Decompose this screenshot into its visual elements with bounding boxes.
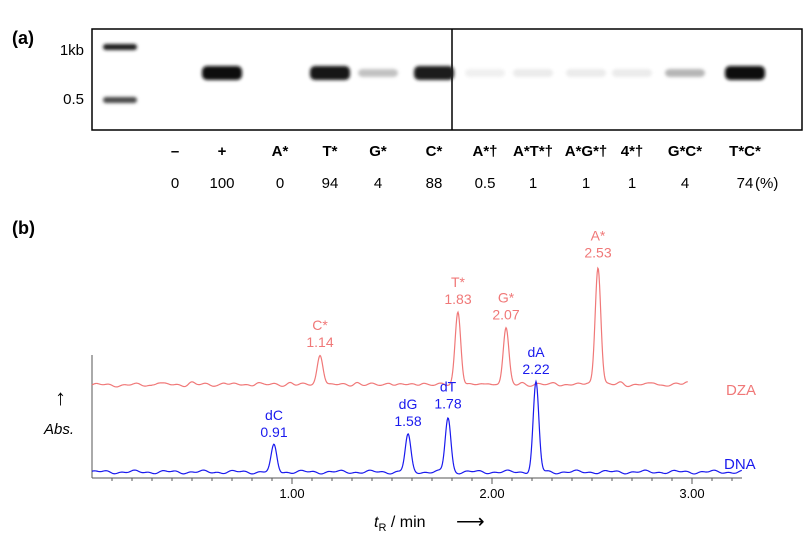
peak-name-label: T*: [451, 274, 466, 290]
lane-yield: 1: [581, 175, 591, 192]
peak-name-label: C*: [312, 317, 328, 333]
up-arrow-icon: ↑: [55, 385, 66, 410]
lane-label: T*C*: [729, 143, 761, 160]
peak-time-label: 1.58: [394, 413, 421, 429]
traces: [91, 266, 742, 475]
trace-dza: [91, 266, 688, 388]
peak-name-label: A*: [591, 228, 606, 244]
panel-b-label: (b): [12, 218, 35, 238]
peak-name-label: dA: [527, 344, 545, 360]
lane-labels: – + A* T* G* C* A*† A*T*† A*G*† 4*† G*C* T*C*: [0, 143, 807, 165]
trace-dna: [91, 379, 742, 475]
gel-band: [414, 66, 454, 80]
peak-time-label: 2.07: [492, 307, 519, 323]
lane-label: –: [170, 143, 180, 160]
lane-label: T*: [322, 143, 338, 160]
ladder-band-05: [103, 97, 137, 103]
lane-label: A*†: [472, 143, 498, 160]
lane-values: 0 100 0 94 4 88 0.5 1 1 1 4 74: [0, 175, 807, 197]
series-label-dna: DNA: [724, 456, 756, 473]
gel-band: [202, 66, 242, 80]
lane-yield: 4: [373, 175, 383, 192]
lane-yield: 0: [275, 175, 285, 192]
marker-1kb-label: 1kb: [59, 42, 84, 59]
gel-band: [566, 69, 606, 77]
lane-label: A*T*†: [512, 143, 553, 160]
peak-time-label: 0.91: [260, 424, 287, 440]
peak-name-label: dC: [265, 407, 283, 423]
lane-label: A*: [271, 143, 289, 160]
gel-band: [513, 69, 553, 77]
lane-label: C*: [425, 143, 443, 160]
peak-time-label: 1.83: [444, 291, 471, 307]
lane-yield: 0: [170, 175, 180, 192]
peak-labels: C*1.14 T*1.83 G*2.07 A*2.53 dC0.91 dG1.58 dT1.…: [260, 228, 611, 440]
peak-time-label: 2.53: [584, 245, 611, 261]
gel-band: [725, 66, 765, 80]
series-label-dza: DZA: [726, 382, 756, 399]
peak-name-label: dT: [440, 379, 457, 395]
lane-label: G*: [369, 143, 387, 160]
peak-time-label: 2.22: [522, 361, 549, 377]
chart-axes: [91, 355, 742, 479]
gel-band: [465, 69, 505, 77]
lane-yield: 1: [627, 175, 637, 192]
peak-time-label: 1.14: [306, 334, 333, 350]
lane-yield: 88: [425, 175, 443, 192]
gel-band: [612, 69, 652, 77]
peak-name-label: G*: [498, 290, 515, 306]
x-tick-label: 2.00: [479, 486, 504, 501]
gel-image: [91, 28, 803, 131]
marker-05-label: 0.5: [63, 91, 84, 108]
x-tick-label: 3.00: [679, 486, 704, 501]
right-arrow-icon: ⟶: [456, 511, 485, 533]
lane-label: 4*†: [620, 143, 644, 160]
lane-yield: 74: [736, 175, 754, 192]
gel-band: [358, 69, 398, 77]
lane-yield: 0.5: [474, 175, 496, 192]
lane-bands: [202, 66, 765, 80]
peak-name-label: dG: [399, 396, 418, 412]
ladder-band-1kb: [103, 44, 137, 50]
lane-yield: 100: [209, 175, 235, 192]
lane-label: G*C*: [667, 143, 703, 160]
panel-a-label: (a): [12, 28, 34, 48]
lane-yield: 4: [680, 175, 690, 192]
peak-time-label: 1.78: [434, 396, 461, 412]
x-axis-label: tR / min: [374, 514, 426, 534]
y-axis-label: Abs.: [43, 421, 74, 438]
x-ticks: 1.00 2.00 3.00: [111, 478, 733, 501]
gel-band: [665, 69, 705, 77]
yield-unit: (%): [755, 175, 779, 192]
x-tick-label: 1.00: [279, 486, 304, 501]
lane-label: +: [217, 143, 227, 160]
lane-yield: 1: [528, 175, 538, 192]
lane-yield: 94: [321, 175, 339, 192]
lane-label: A*G*†: [564, 143, 608, 160]
gel-band: [310, 66, 350, 80]
